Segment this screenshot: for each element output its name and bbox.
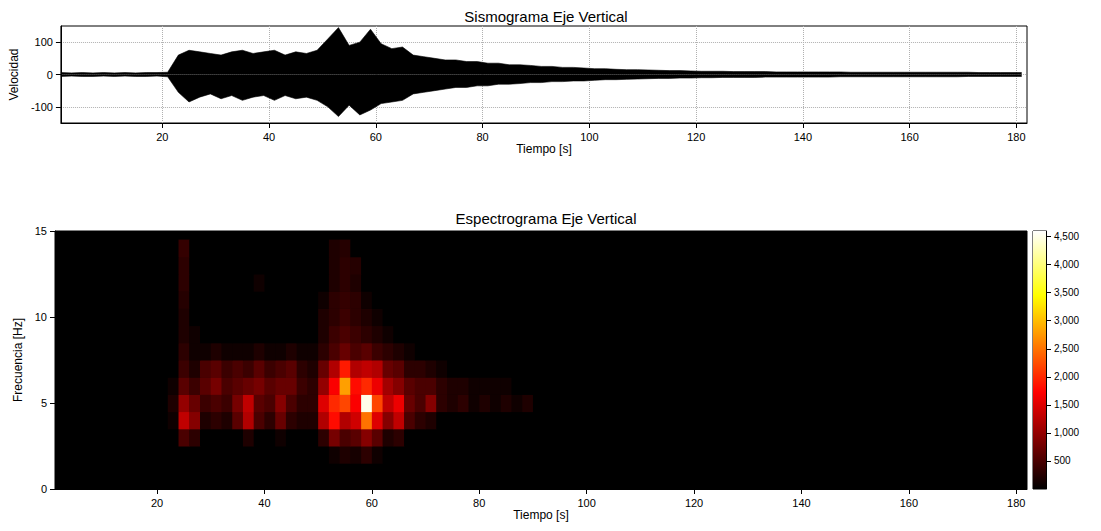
svg-text:15: 15 (35, 225, 47, 237)
svg-text:60: 60 (370, 131, 382, 143)
svg-text:Frecuencia [Hz]: Frecuencia [Hz] (11, 318, 25, 402)
svg-text:Tiempo [s]: Tiempo [s] (516, 142, 572, 156)
svg-text:2,000: 2,000 (1054, 371, 1079, 382)
svg-text:Velocidad: Velocidad (7, 48, 21, 100)
svg-text:140: 140 (792, 497, 810, 509)
svg-text:4,500: 4,500 (1054, 231, 1079, 242)
svg-text:80: 80 (473, 497, 485, 509)
svg-text:20: 20 (151, 497, 163, 509)
svg-text:Sismograma Eje Vertical: Sismograma Eje Vertical (464, 8, 627, 25)
svg-text:Espectrograma Eje Vertical: Espectrograma Eje Vertical (456, 210, 637, 227)
svg-text:160: 160 (900, 131, 918, 143)
svg-text:1,500: 1,500 (1054, 399, 1079, 410)
svg-text:0: 0 (47, 69, 53, 81)
svg-text:1,000: 1,000 (1054, 427, 1079, 438)
svg-text:40: 40 (258, 497, 270, 509)
svg-text:500: 500 (1054, 455, 1071, 466)
svg-text:5: 5 (41, 397, 47, 409)
svg-text:100: 100 (35, 36, 53, 48)
svg-text:4,000: 4,000 (1054, 259, 1079, 270)
svg-text:180: 180 (1007, 497, 1025, 509)
svg-text:3,500: 3,500 (1054, 287, 1079, 298)
svg-text:40: 40 (263, 131, 275, 143)
svg-text:2,500: 2,500 (1054, 343, 1079, 354)
svg-text:180: 180 (1007, 131, 1025, 143)
svg-text:120: 120 (687, 131, 705, 143)
svg-text:3,000: 3,000 (1054, 315, 1079, 326)
svg-text:120: 120 (685, 497, 703, 509)
svg-text:20: 20 (156, 131, 168, 143)
svg-text:100: 100 (580, 131, 598, 143)
svg-text:0: 0 (41, 483, 47, 495)
svg-text:10: 10 (35, 311, 47, 323)
svg-text:160: 160 (900, 497, 918, 509)
svg-text:140: 140 (794, 131, 812, 143)
svg-text:-100: -100 (31, 101, 53, 113)
svg-text:Tiempo [s]: Tiempo [s] (513, 508, 569, 522)
svg-text:100: 100 (577, 497, 595, 509)
svg-text:80: 80 (476, 131, 488, 143)
svg-text:60: 60 (366, 497, 378, 509)
